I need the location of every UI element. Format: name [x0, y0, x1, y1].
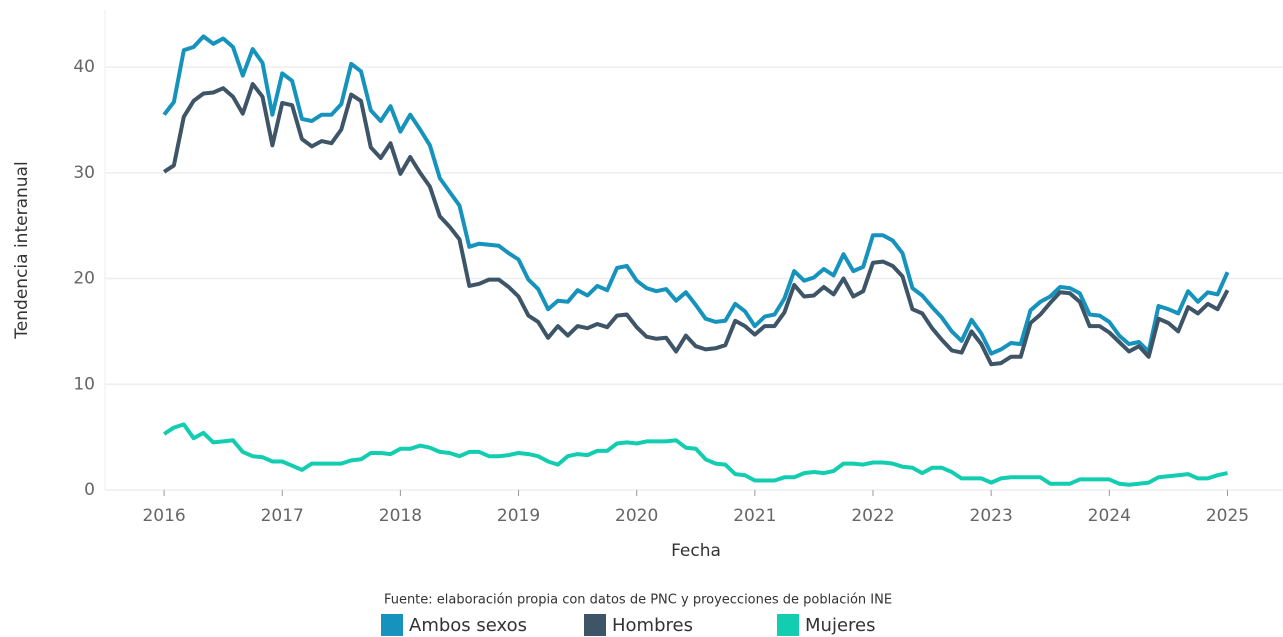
y-tick-label: 30 [73, 163, 95, 183]
series-line [163, 422, 1228, 487]
x-axis-label: Fecha [671, 541, 721, 561]
series-line [162, 34, 1230, 356]
legend-swatch [777, 614, 799, 636]
x-tick-label: 2016 [142, 506, 185, 526]
x-tick-label: 2021 [733, 506, 776, 526]
x-tick-label: 2018 [379, 506, 422, 526]
y-tick-label: 10 [73, 374, 95, 394]
x-tick-label: 2023 [970, 506, 1013, 526]
x-tick-label: 2022 [851, 506, 894, 526]
y-tick-label: 0 [84, 480, 95, 500]
y-axis-label: Tendencia interanual [12, 161, 32, 339]
legend-label: Hombres [612, 615, 693, 636]
legend-swatch [584, 614, 606, 636]
x-tick-label: 2025 [1206, 506, 1249, 526]
y-tick-label: 20 [73, 269, 95, 289]
y-tick-label: 40 [73, 57, 95, 77]
x-tick-label: 2019 [497, 506, 540, 526]
series-line [163, 82, 1230, 367]
x-tick-label: 2017 [261, 506, 304, 526]
legend-label: Ambos sexos [409, 615, 527, 636]
x-tick-label: 2024 [1088, 506, 1131, 526]
x-tick-label: 2020 [615, 506, 658, 526]
source-note: Fuente: elaboración propia con datos de … [384, 593, 892, 608]
legend-swatch [381, 614, 403, 636]
legend-label: Mujeres [805, 615, 875, 636]
